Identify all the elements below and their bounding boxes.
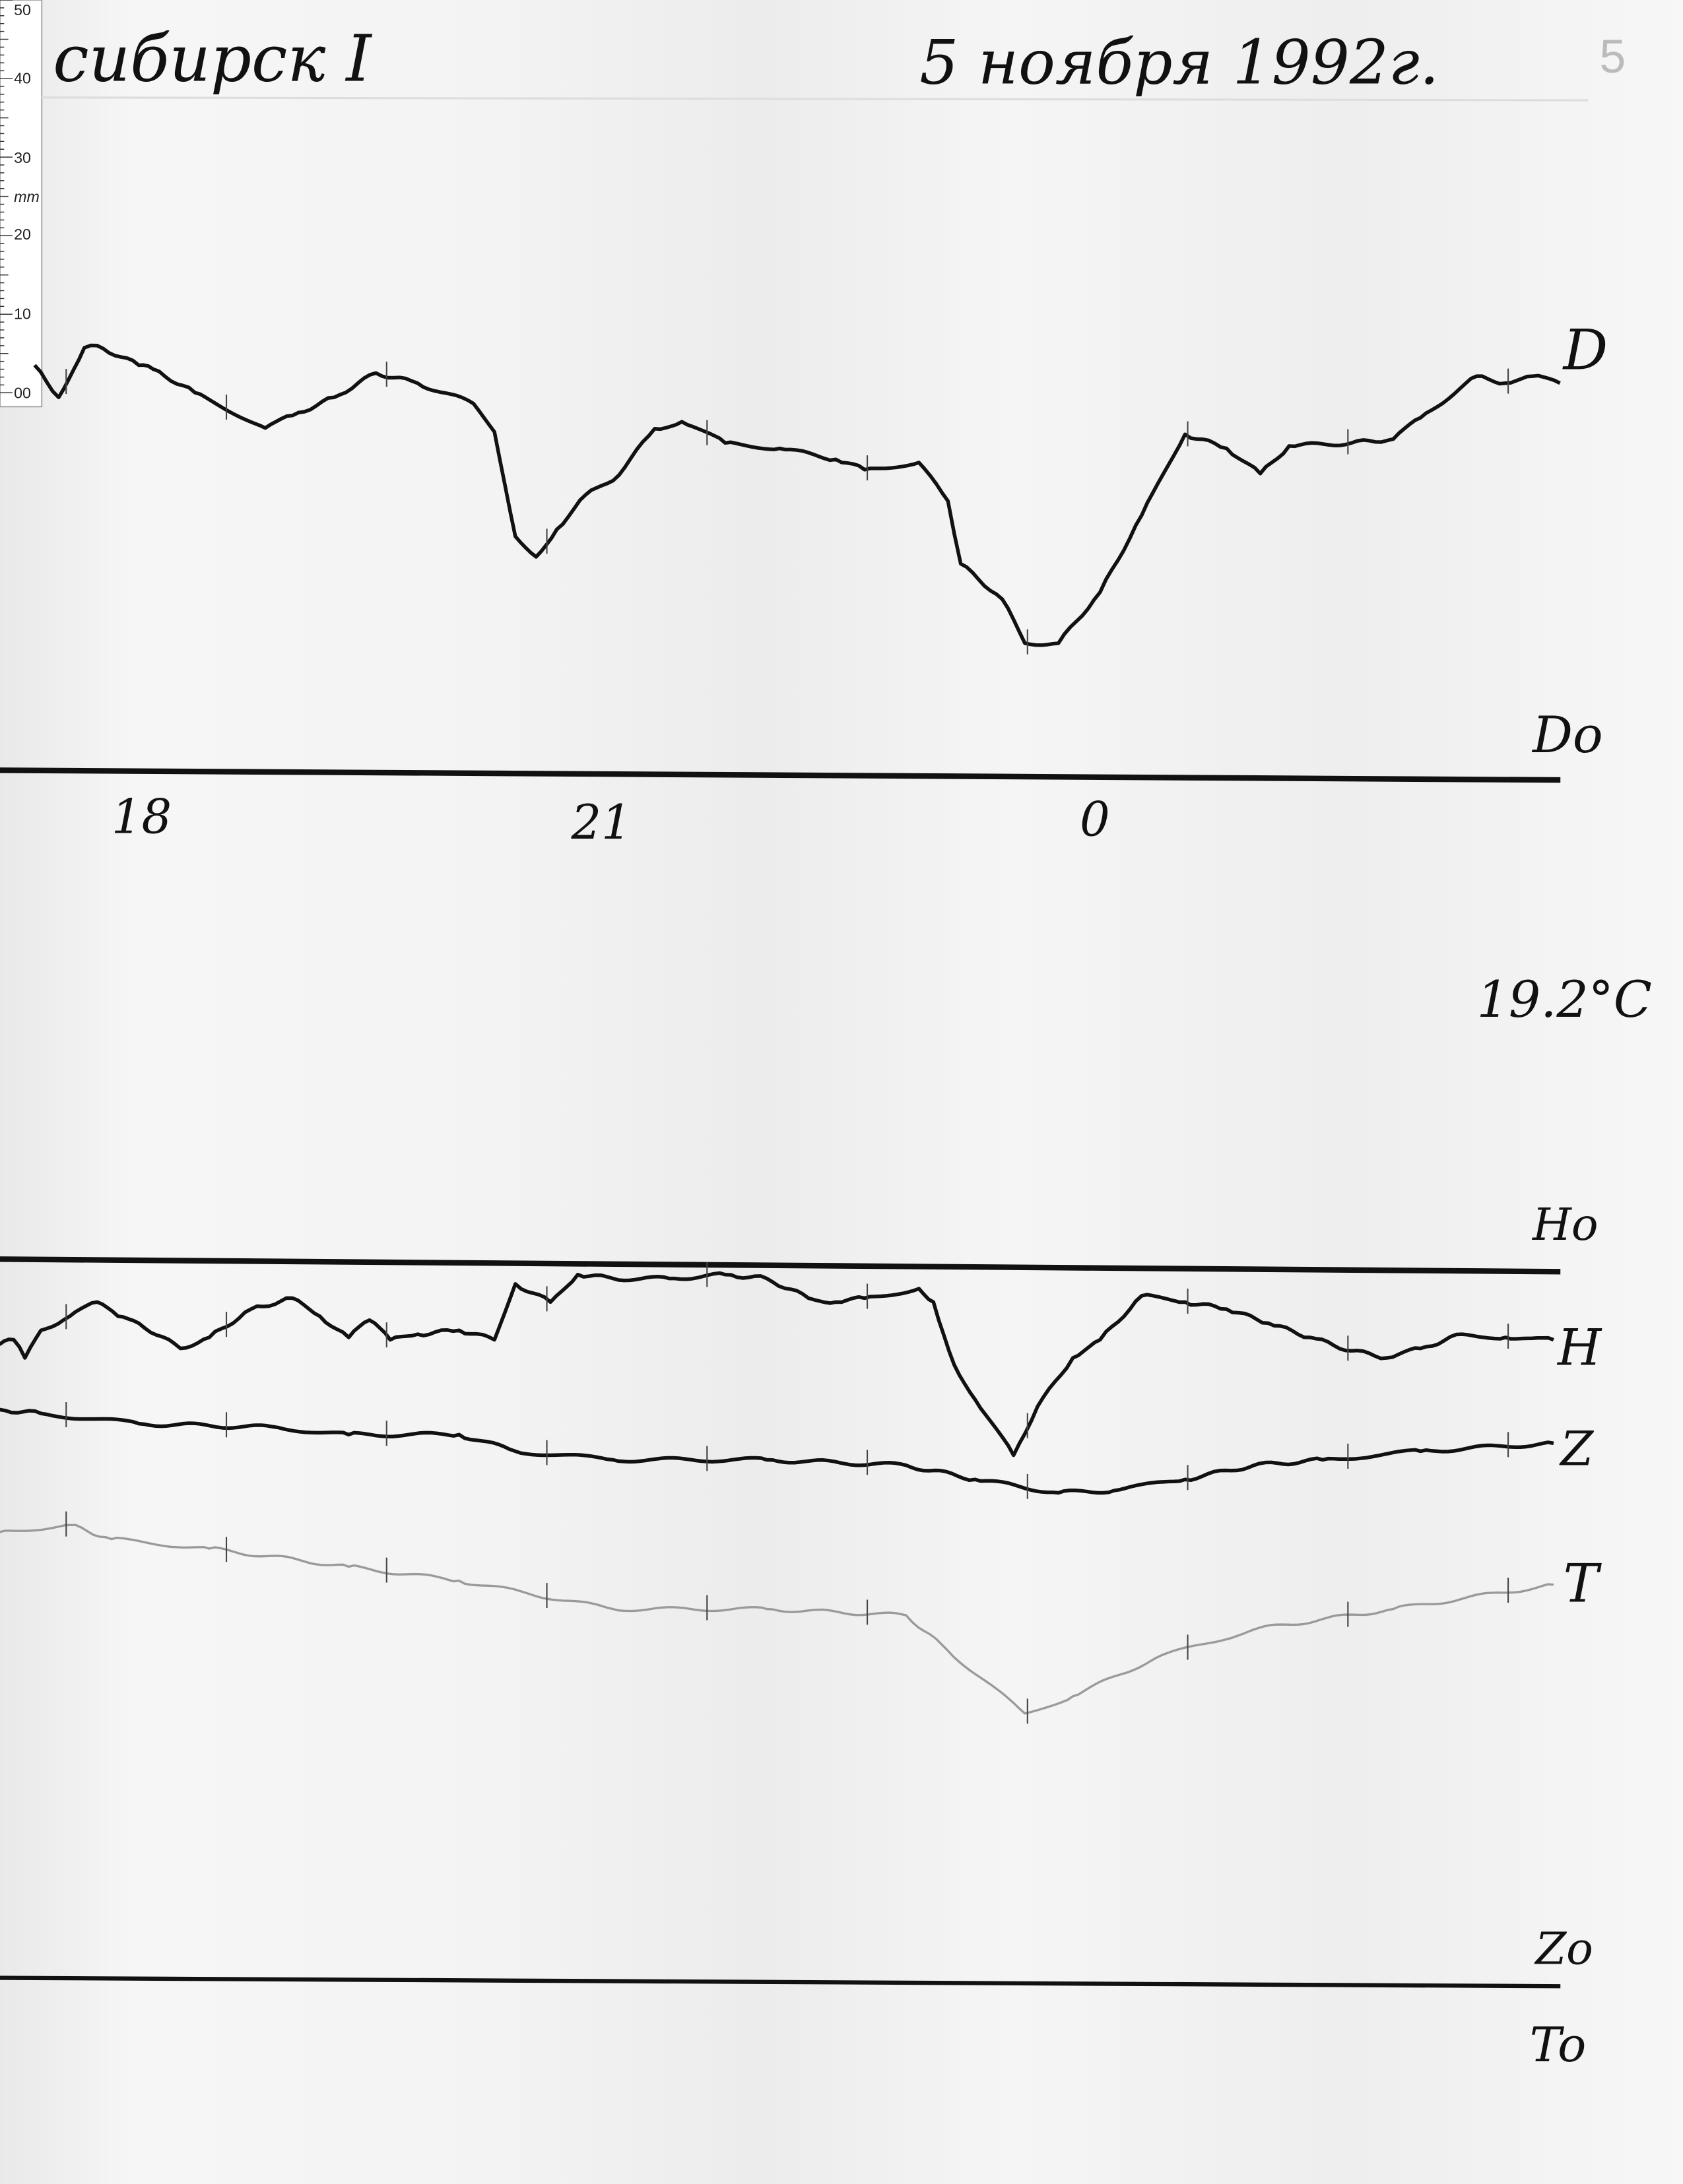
time-tick-18: 18 [112,788,172,844]
record-date: 5 ноября 1992г. [919,27,1439,98]
traces [0,343,1561,1724]
label-d: D [1562,317,1608,382]
mm-ruler: 50 40 30 mm 20 10 00 [0,0,43,408]
page-number: 5 [1599,30,1626,83]
trace-z [0,1407,1554,1495]
station-title: сибирск I [53,21,372,96]
trace-t [0,1524,1554,1715]
ruler-unit: mm [14,188,40,205]
time-tick-0: 0 [1080,792,1110,847]
label-z0: Zo [1534,1922,1593,1974]
z0-t0-baseline [0,1975,1561,1989]
h0-baseline [0,1256,1561,1275]
ruler-label-50: 50 [14,1,31,18]
trace-h [0,1271,1554,1458]
ruler-label-40: 40 [14,70,31,87]
label-h0: Ho [1531,1198,1599,1250]
d0-baseline [0,767,1561,783]
ruler-label-00: 00 [14,385,31,402]
temperature-label: 19.2°C [1477,970,1652,1029]
label-t0: To [1530,2017,1587,2072]
ruler-label-10: 10 [14,305,31,322]
header-rule [42,96,1589,102]
label-z: Z [1559,1421,1594,1477]
label-h: H [1556,1318,1602,1377]
label-d0: Do [1531,705,1603,764]
label-t: T [1563,1553,1602,1615]
ruler-label-20: 20 [14,226,31,243]
ruler-label-30: 30 [14,149,31,166]
time-tick-21: 21 [570,794,631,850]
trace-d [33,343,1561,647]
